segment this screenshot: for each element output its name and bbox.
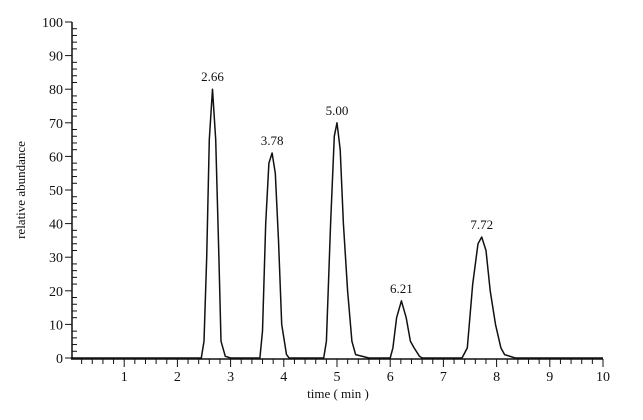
chromatogram-trace — [71, 88, 603, 359]
x-tick-label: 6 — [387, 370, 394, 385]
x-tick-label: 1 — [121, 370, 128, 385]
y-axis-label: relative abundance — [13, 141, 28, 239]
x-tick-label: 3 — [227, 370, 234, 385]
peak-label: 2.66 — [201, 69, 224, 84]
y-tick-label: 100 — [42, 16, 63, 31]
axes — [71, 22, 603, 360]
y-tick-label: 40 — [49, 218, 63, 233]
x-tick-label: 10 — [596, 370, 610, 385]
peak-label: 7.72 — [470, 217, 493, 232]
x-tick-label: 4 — [280, 370, 287, 385]
y-tick-label: 90 — [49, 50, 63, 65]
x-tick-label: 5 — [334, 370, 341, 385]
ticks: 0 10 20 30 40 50 60 70 80 90 100 1 2 3 4 5 6 7 8 9 10 — [42, 16, 610, 385]
peak-label: 5.00 — [326, 103, 349, 118]
x-tick-label: 9 — [546, 370, 553, 385]
y-tick-label: 50 — [49, 184, 63, 199]
peak-label: 3.78 — [261, 133, 284, 148]
x-tick-label: 7 — [440, 370, 447, 385]
peak-label: 6.21 — [390, 281, 413, 296]
x-axis-label: time ( min ) — [307, 386, 369, 401]
y-tick-label: 20 — [49, 285, 63, 300]
x-tick-label: 8 — [493, 370, 500, 385]
y-tick-label: 60 — [49, 150, 63, 165]
y-tick-label: 0 — [56, 352, 63, 367]
y-tick-label: 10 — [49, 318, 63, 333]
y-tick-label: 70 — [49, 117, 63, 132]
x-tick-label: 2 — [174, 370, 181, 385]
y-tick-label: 30 — [49, 251, 63, 266]
y-tick-label: 80 — [49, 83, 63, 98]
peak-labels: 2.66 3.78 5.00 6.21 7.72 — [201, 69, 493, 296]
